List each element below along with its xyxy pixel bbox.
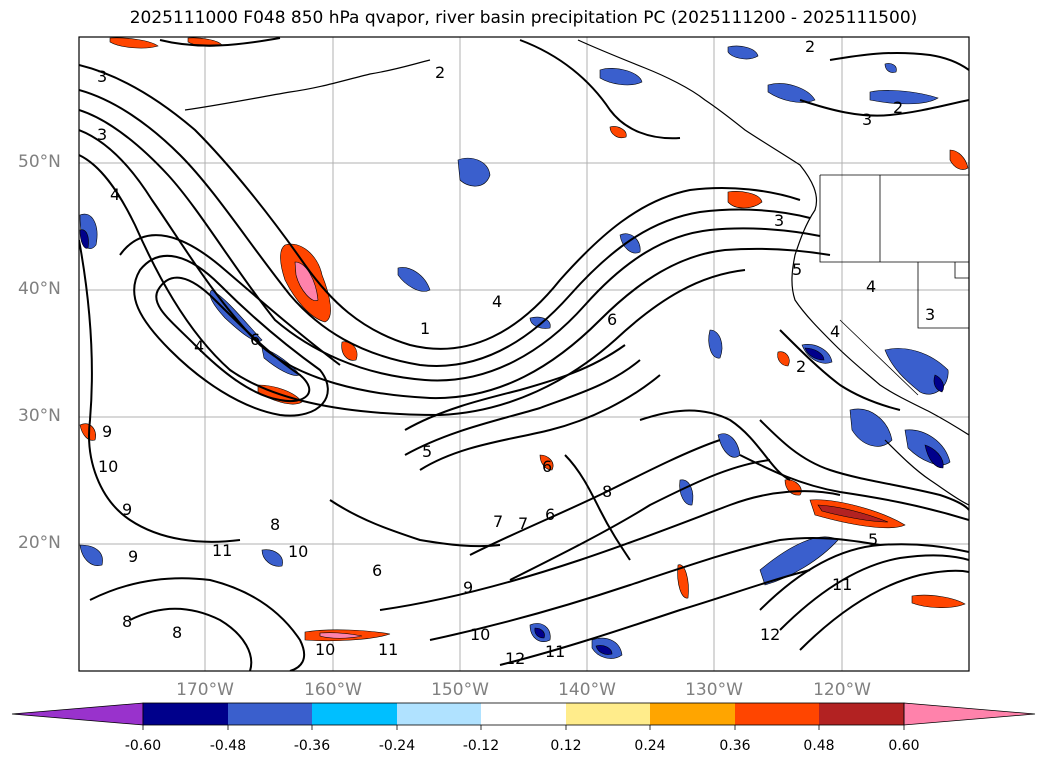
contour-label: 8 <box>122 612 132 631</box>
colorbar-frame <box>142 702 905 726</box>
contour-label-group: 3 3 4 4 4 6 6 1 5 2 2 2 3 4 3 3 9 10 9 1… <box>97 37 935 668</box>
contour-label: 4 <box>866 277 876 296</box>
contour-label: 4 <box>492 292 502 311</box>
contour-label: 2 <box>435 63 445 82</box>
contour-label: 3 <box>774 211 784 230</box>
contour-label: 5 <box>868 530 878 549</box>
contour-label: 8 <box>602 482 612 501</box>
colorbar-tick-label: -0.36 <box>293 738 331 754</box>
contour-label: 3 <box>862 110 872 129</box>
contour-label: 6 <box>372 561 382 580</box>
map-title: 2025111000 F048 850 hPa qvapor, river ba… <box>129 8 918 28</box>
contour-label: 8 <box>270 515 280 534</box>
lon-label-160w: 160°W <box>304 680 362 700</box>
contour-label: 12 <box>505 649 525 668</box>
lon-label-140w: 140°W <box>558 680 616 700</box>
contour-label: 3 <box>925 305 935 324</box>
lon-label-170w: 170°W <box>176 680 234 700</box>
colorbar-tick-label: -0.60 <box>124 738 162 754</box>
lon-label-130w: 130°W <box>685 680 743 700</box>
contour-label: 10 <box>98 457 118 476</box>
lat-label-40n: 40°N <box>18 279 61 299</box>
contour-label: 9 <box>122 500 132 519</box>
contour-label: 4 <box>110 185 120 204</box>
contour-label: 5 <box>422 442 432 461</box>
state-borders <box>819 174 969 396</box>
contour-label: 3 <box>97 67 107 86</box>
contour-label: 4 <box>194 337 204 356</box>
contour-label: 11 <box>212 541 232 560</box>
contour-label: 9 <box>128 547 138 566</box>
lon-label-120w: 120°W <box>813 680 871 700</box>
contour-label: 10 <box>470 625 490 644</box>
contour-label: 9 <box>102 422 112 441</box>
contour-label: 10 <box>315 640 335 659</box>
plot-frame <box>78 36 970 672</box>
colorbar-swatch <box>228 703 312 725</box>
lat-label-20n: 20°N <box>18 533 61 553</box>
colorbar-extend-high <box>903 702 1036 726</box>
colorbar-swatch <box>735 703 819 725</box>
lon-label-150w: 150°W <box>431 680 489 700</box>
contour-label: 8 <box>172 623 182 642</box>
contour-label: 7 <box>493 512 503 531</box>
contour-label: 11 <box>378 640 398 659</box>
colorbar-extend-low <box>11 702 144 726</box>
contour-label: 6 <box>250 330 260 349</box>
colorbar-tick-label: 0.12 <box>550 738 582 754</box>
contour-label: 12 <box>760 625 780 644</box>
lat-label-50n: 50°N <box>18 152 61 172</box>
colorbar-swatch <box>143 703 228 725</box>
colorbar-tick-label: -0.24 <box>378 738 416 754</box>
contour-label: 7 <box>518 514 528 533</box>
colorbar-tick-label: 0.36 <box>719 738 751 754</box>
colorbar-swatch <box>312 703 397 725</box>
colorbar-swatch <box>481 703 566 725</box>
colorbar <box>11 702 1036 730</box>
contour-label: 6 <box>607 310 617 329</box>
lat-label-30n: 30°N <box>18 406 61 426</box>
contour-label: 10 <box>288 542 308 561</box>
contour-label: 9 <box>463 578 473 597</box>
contour-label: 6 <box>545 505 555 524</box>
colorbar-swatch <box>397 703 481 725</box>
contour-label: 6 <box>542 457 552 476</box>
coastline <box>184 39 969 506</box>
colorbar-tick-label: -0.12 <box>462 738 500 754</box>
contour-label: 1 <box>420 319 430 338</box>
contour-label: 4 <box>830 322 840 341</box>
contour-label: 11 <box>832 575 852 594</box>
contour-label: 2 <box>796 357 806 376</box>
qvapor-contours <box>79 37 969 671</box>
contour-label: 2 <box>805 37 815 56</box>
contour-label: 5 <box>792 260 802 279</box>
colorbar-swatch <box>566 703 650 725</box>
colorbar-tick-label: -0.48 <box>209 738 247 754</box>
colorbar-tick-label: 0.60 <box>888 738 920 754</box>
contour-label: 2 <box>893 98 903 117</box>
colorbar-tick-label: 0.48 <box>803 738 835 754</box>
contour-label: 3 <box>97 125 107 144</box>
contour-label: 11 <box>545 642 565 661</box>
colorbar-swatch <box>819 703 904 725</box>
colorbar-tick-label: 0.24 <box>634 738 666 754</box>
colorbar-swatch <box>650 703 735 725</box>
